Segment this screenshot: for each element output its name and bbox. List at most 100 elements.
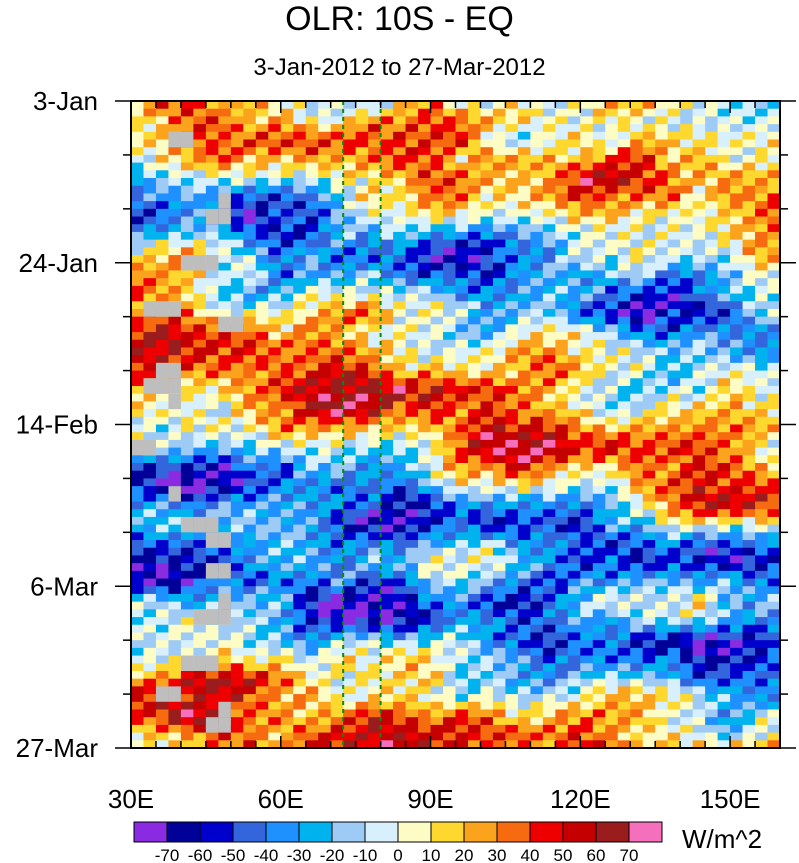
field-cell-638 xyxy=(218,486,232,495)
field-cell-2660 xyxy=(517,532,531,541)
field-cell-1329 xyxy=(318,632,332,641)
field-cell-2483 xyxy=(492,463,507,472)
field-cell-2439 xyxy=(492,124,507,133)
field-cell-30 xyxy=(131,332,145,341)
field-cell-2918 xyxy=(555,578,569,587)
field-cell-1293 xyxy=(318,355,332,364)
field-cell-1643 xyxy=(368,463,382,472)
field-cell-1784 xyxy=(393,255,407,264)
field-cell-360 xyxy=(180,285,194,295)
field-cell-452 xyxy=(193,347,207,356)
field-cell-3911 xyxy=(705,463,719,472)
field-cell-378 xyxy=(180,424,194,433)
field-cell-4233 xyxy=(755,355,769,364)
field-cell-362 xyxy=(180,301,194,310)
field-cell-2388 xyxy=(480,378,494,387)
field-cell-4085 xyxy=(730,509,744,518)
field-cell-2565 xyxy=(505,447,519,456)
field-cell-2491 xyxy=(492,524,507,533)
field-cell-3912 xyxy=(705,470,719,480)
field-cell-4270 xyxy=(755,640,769,649)
field-cell-681 xyxy=(230,170,244,179)
field-cell-3783 xyxy=(692,124,706,133)
missing-cell-36 xyxy=(155,686,169,702)
field-cell-962 xyxy=(268,393,282,402)
field-cell-3928 xyxy=(705,593,719,603)
field-cell-2101 xyxy=(443,108,457,117)
field-cell-2879 xyxy=(555,278,569,287)
field-cell-85 xyxy=(143,108,157,117)
field-cell-1130 xyxy=(293,393,307,402)
field-cell-1865 xyxy=(405,231,419,241)
field-cell-2106 xyxy=(443,147,457,156)
field-cell-3687 xyxy=(667,678,681,687)
field-cell-3762 xyxy=(680,609,694,618)
field-cell-904 xyxy=(255,593,269,603)
field-cell-3364 xyxy=(630,131,644,141)
field-cell-3888 xyxy=(705,285,719,295)
field-cell-4094 xyxy=(730,578,744,587)
field-cell-3610 xyxy=(655,732,669,741)
field-cell-1085 xyxy=(280,694,294,703)
field-cell-1617 xyxy=(368,262,382,272)
field-cell-377 xyxy=(180,416,194,426)
field-cell-4209 xyxy=(755,170,769,179)
field-cell-1632 xyxy=(368,378,382,387)
field-cell-155 xyxy=(143,647,157,657)
field-cell-3603 xyxy=(655,678,669,687)
field-cell-4005 xyxy=(717,540,731,549)
field-cell-1072 xyxy=(280,593,294,603)
field-cell-1409 xyxy=(330,601,344,610)
missing-cell-37 xyxy=(168,686,181,702)
field-cell-1147 xyxy=(293,524,307,533)
field-cell-2515 xyxy=(492,709,507,718)
field-cell-398 xyxy=(180,578,194,587)
field-cell-1062 xyxy=(280,516,294,526)
field-cell-242 xyxy=(155,670,170,680)
field-cell-3331 xyxy=(617,524,631,533)
field-cell-2669 xyxy=(517,601,531,610)
field-cell-1890 xyxy=(405,424,419,433)
field-cell-2078 xyxy=(430,578,444,587)
field-cell-1648 xyxy=(368,501,382,510)
field-cell-3164 xyxy=(592,532,606,541)
field-cell-2848 xyxy=(542,686,556,695)
field-cell-1626 xyxy=(368,332,382,341)
field-cell-4217 xyxy=(755,231,769,241)
field-cell-2769 xyxy=(530,724,544,734)
field-cell-2857 xyxy=(555,108,569,117)
field-cell-3296 xyxy=(617,255,631,264)
field-cell-450 xyxy=(193,332,207,341)
field-cell-590 xyxy=(218,116,232,125)
field-cell-2592 xyxy=(505,655,519,664)
field-cell-867 xyxy=(255,308,269,318)
field-cell-2094 xyxy=(430,701,444,711)
field-cell-3323 xyxy=(617,463,631,472)
field-cell-2904 xyxy=(555,470,569,480)
field-cell-1404 xyxy=(330,563,344,572)
field-cell-1339 xyxy=(318,709,332,718)
field-cell-3821 xyxy=(692,416,706,426)
field-cell-3079 xyxy=(580,524,594,533)
field-cell-3508 xyxy=(642,593,656,603)
field-cell-1146 xyxy=(293,516,307,526)
field-cell-1447 xyxy=(343,247,357,256)
field-cell-1368 xyxy=(330,285,344,295)
field-cell-2689 xyxy=(530,108,544,117)
field-cell-1772 xyxy=(393,162,407,171)
field-cell-3909 xyxy=(705,447,719,456)
field-cell-2526 xyxy=(505,147,519,156)
missing-cell-33 xyxy=(180,655,194,671)
field-cell-467 xyxy=(193,463,207,472)
field-cell-102 xyxy=(143,239,157,248)
field-cell-3676 xyxy=(667,593,681,603)
field-cell-739 xyxy=(230,617,244,626)
field-cell-3528 xyxy=(655,101,669,110)
field-cell-2118 xyxy=(443,239,457,248)
field-cell-1775 xyxy=(393,185,407,195)
field-cell-3252 xyxy=(605,563,619,572)
field-cell-692 xyxy=(230,255,244,264)
field-cell-1630 xyxy=(368,362,382,372)
field-cell-2136 xyxy=(443,378,457,387)
field-cell-3187 xyxy=(592,709,606,718)
